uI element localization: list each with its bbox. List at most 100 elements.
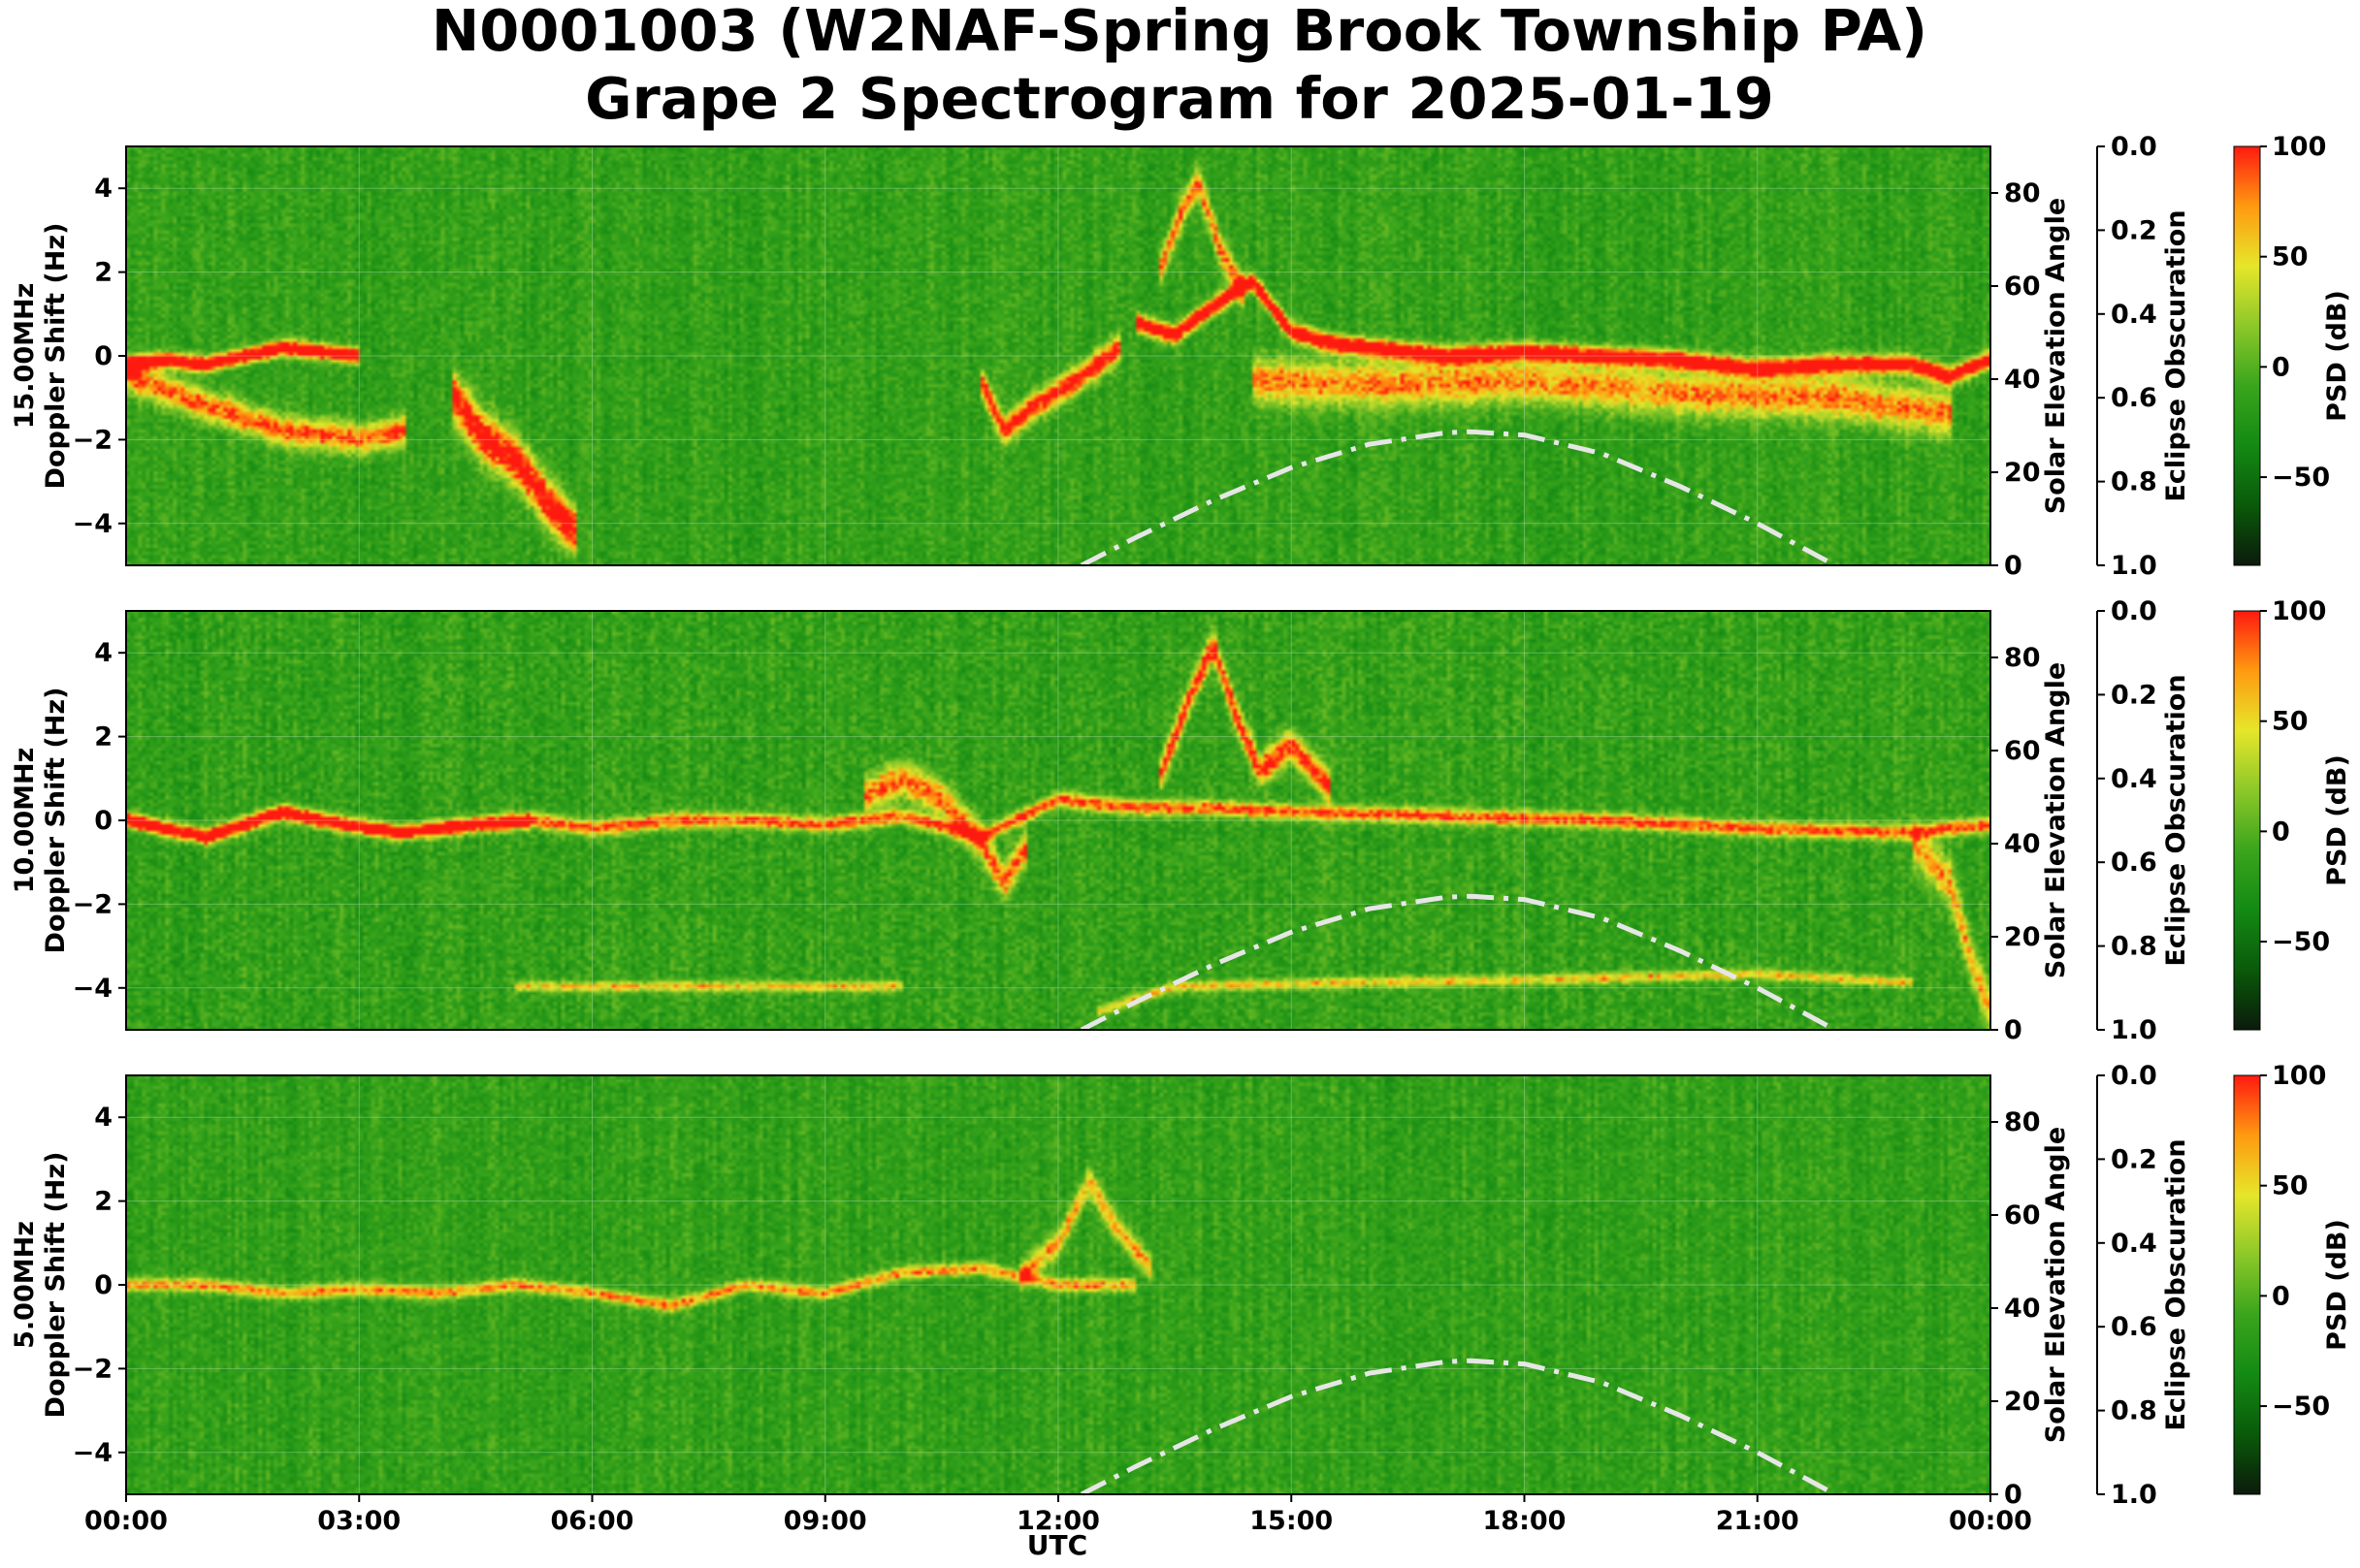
y-axis-doppler: 4 2 0 −2 −4 10.00MHz Doppler Shift (Hz) bbox=[10, 638, 126, 1004]
ytick-label: 0 bbox=[94, 1270, 113, 1300]
ytick-label: 4 bbox=[94, 1103, 113, 1133]
x-axis-label: UTC bbox=[1027, 1529, 1087, 1561]
colorbar-label: PSD (dB) bbox=[2322, 1219, 2352, 1351]
y2tick-label: 40 bbox=[2004, 829, 2041, 859]
y3-axis-label: Eclipse Obscuration bbox=[2161, 1138, 2191, 1430]
y-axis-eclipse-obscuration: 0.0 0.2 0.4 0.6 0.8 1.0 Eclipse Obscuration bbox=[2096, 132, 2191, 581]
y-axis-label: Doppler Shift (Hz) bbox=[41, 223, 71, 490]
xtick-label: 12:00 bbox=[1017, 1506, 1100, 1536]
xtick-label: 21:00 bbox=[1716, 1506, 1799, 1536]
ytick-label: −2 bbox=[73, 425, 113, 455]
colorbar-tick-label: 100 bbox=[2272, 1061, 2326, 1091]
y-axis-label-group: 5.00MHz Doppler Shift (Hz) bbox=[10, 1152, 71, 1419]
y3tick-label: 0.4 bbox=[2111, 300, 2157, 330]
y-axis-doppler: 4 2 0 −2 −45.00MHz Doppler Shift (Hz) bbox=[10, 1103, 126, 1468]
y2tick-label: 80 bbox=[2004, 643, 2041, 673]
y2tick-label: 40 bbox=[2004, 365, 2041, 395]
y3-axis-label: Eclipse Obscuration bbox=[2161, 209, 2191, 501]
y-axis-label: Doppler Shift (Hz) bbox=[41, 688, 71, 954]
panels: 420−2−415.00MHz Doppler Shift (Hz)0204060… bbox=[10, 132, 2352, 1510]
y3tick-label: 0.4 bbox=[2111, 764, 2157, 794]
band-label: 5.00MHz bbox=[10, 1221, 40, 1349]
y2-axis-label: Solar Elevation Angle bbox=[2041, 662, 2071, 978]
y2tick-label: 0 bbox=[2004, 1015, 2022, 1045]
ytick-label: −4 bbox=[73, 509, 113, 539]
y2tick-label: 20 bbox=[2004, 1387, 2041, 1417]
colorbar-gradient bbox=[2233, 145, 2261, 566]
y3tick-label: 1.0 bbox=[2111, 1480, 2157, 1510]
ytick-label: 4 bbox=[94, 174, 113, 204]
panel-10-00mhz: 420−2−410.00MHz Doppler Shift (Hz)0204060… bbox=[10, 596, 2352, 1045]
ytick-label: 0 bbox=[94, 341, 113, 371]
x-axis: 00:00 03:00 06:00 09:00 12:00 15:00 18:00 21:00… bbox=[84, 1494, 2032, 1536]
xtick-label: 09:00 bbox=[784, 1506, 867, 1536]
chart-title-line2: Grape 2 Spectrogram for 2025-01-19 bbox=[585, 65, 1774, 132]
colorbar-tick-label: 0 bbox=[2272, 352, 2290, 382]
y2tick-label: 0 bbox=[2004, 551, 2022, 581]
y2tick-label: 80 bbox=[2004, 1107, 2041, 1137]
spectrogram-heatmap bbox=[126, 146, 1990, 565]
y3tick-label: 1.0 bbox=[2111, 551, 2157, 581]
ytick-label: 4 bbox=[94, 638, 113, 668]
colorbar-tick-label: 0 bbox=[2272, 1281, 2290, 1311]
y2-axis-label: Solar Elevation Angle bbox=[2041, 198, 2071, 514]
y3tick-label: 1.0 bbox=[2111, 1015, 2157, 1045]
band-label: 10.00MHz bbox=[10, 748, 40, 894]
ytick-label: −4 bbox=[73, 974, 113, 1004]
y3tick-label: 0.0 bbox=[2111, 1061, 2157, 1091]
colorbar-tick-label: −50 bbox=[2272, 1392, 2330, 1422]
ytick-label: −2 bbox=[73, 889, 113, 919]
y-axis-doppler: 420−2−415.00MHz Doppler Shift (Hz) bbox=[10, 174, 126, 539]
y3tick-label: 0.6 bbox=[2111, 1312, 2157, 1342]
panel-5-00mhz: 420−2−45.00MHz Doppler Shift (Hz)02040608… bbox=[10, 1061, 2352, 1510]
ytick-label: 2 bbox=[94, 1187, 113, 1217]
colorbar-tick-label: −50 bbox=[2272, 463, 2330, 493]
colorbar: 100 50 0 −50 PSD (dB) bbox=[2233, 596, 2352, 1031]
colorbar-tick-label: 50 bbox=[2272, 242, 2309, 272]
colorbar-label: PSD (dB) bbox=[2322, 754, 2352, 886]
ytick-label: −2 bbox=[73, 1354, 113, 1384]
y3tick-label: 0.4 bbox=[2111, 1229, 2157, 1259]
colorbar: 100 50 0 −50 PSD (dB) bbox=[2233, 1061, 2352, 1495]
spectrogram-heatmap bbox=[126, 1075, 1990, 1494]
y2tick-label: 80 bbox=[2004, 178, 2041, 208]
colorbar-gradient bbox=[2233, 1074, 2261, 1495]
xtick-label: 15:00 bbox=[1249, 1506, 1333, 1536]
chart-title-line1: N0001003 (W2NAF-Spring Brook Township PA… bbox=[432, 0, 1927, 64]
y3tick-label: 0.8 bbox=[2111, 932, 2157, 962]
xtick-label: 06:00 bbox=[551, 1506, 634, 1536]
y3tick-label: 0.2 bbox=[2111, 680, 2157, 710]
colorbar-label: PSD (dB) bbox=[2322, 290, 2352, 422]
y3tick-label: 0.2 bbox=[2111, 215, 2157, 245]
band-label: 15.00MHz bbox=[10, 283, 40, 430]
y3tick-label: 0.6 bbox=[2111, 383, 2157, 413]
y-axis-eclipse-obscuration: 0.0 0.2 0.4 0.6 0.8 1.0 Eclipse Obscuration bbox=[2096, 1061, 2191, 1510]
y2tick-label: 60 bbox=[2004, 1200, 2041, 1231]
y2tick-label: 60 bbox=[2004, 736, 2041, 766]
y2tick-label: 60 bbox=[2004, 272, 2041, 302]
colorbar-tick-label: 50 bbox=[2272, 707, 2309, 737]
colorbar-tick-label: 0 bbox=[2272, 816, 2290, 847]
ytick-label: 2 bbox=[94, 258, 113, 288]
grid-lines bbox=[125, 146, 1991, 565]
ytick-label: 2 bbox=[94, 722, 113, 752]
y3-axis-label: Eclipse Obscuration bbox=[2161, 674, 2191, 966]
xtick-label: 03:00 bbox=[317, 1506, 401, 1536]
y2tick-label: 40 bbox=[2004, 1294, 2041, 1324]
ytick-label: −4 bbox=[73, 1438, 113, 1468]
colorbar-tick-label: 100 bbox=[2272, 596, 2326, 626]
y-axis-label-group: 15.00MHz Doppler Shift (Hz) bbox=[10, 223, 71, 490]
y-axis-eclipse-obscuration: 0.0 0.2 0.4 0.6 0.8 1.0 Eclipse Obscuration bbox=[2096, 596, 2191, 1045]
xtick-label: 00:00 bbox=[84, 1506, 168, 1536]
colorbar-tick-label: 50 bbox=[2272, 1171, 2309, 1201]
y3tick-label: 0.6 bbox=[2111, 848, 2157, 878]
colorbar: 100 50 0 −50 PSD (dB) bbox=[2233, 132, 2352, 566]
y2tick-label: 20 bbox=[2004, 922, 2041, 952]
ytick-label: 0 bbox=[94, 806, 113, 836]
colorbar-tick-label: −50 bbox=[2272, 927, 2330, 957]
y3tick-label: 0.0 bbox=[2111, 132, 2157, 162]
